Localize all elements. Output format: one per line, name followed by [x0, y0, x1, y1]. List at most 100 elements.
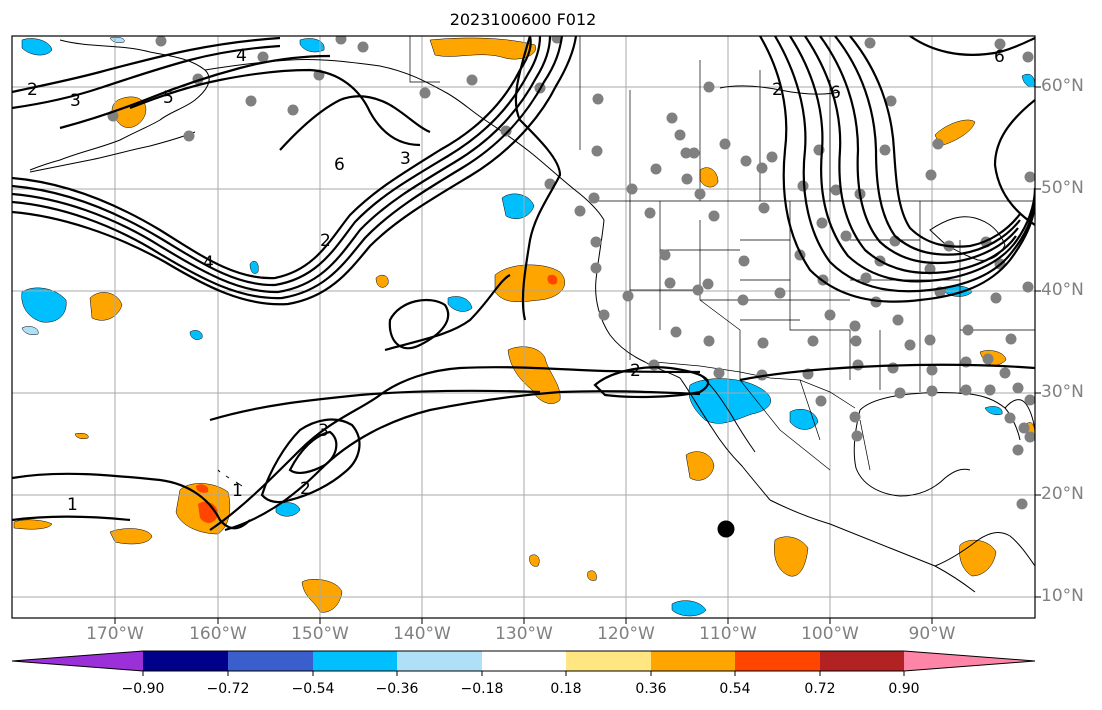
- positive-anomaly-patch: [699, 167, 719, 188]
- contour-line: [59, 54, 331, 130]
- political-borders: [409, 36, 1035, 471]
- contour-line: [12, 44, 281, 110]
- lat-label: 40°N: [1041, 280, 1084, 300]
- lon-label: 140°W: [393, 624, 451, 644]
- contour-line: [834, 36, 1021, 256]
- florida: [1004, 399, 1035, 431]
- contour-line: [759, 36, 1035, 303]
- contour-line: [384, 274, 511, 352]
- lat-label: 60°N: [1041, 76, 1084, 96]
- us-west-coast: [595, 219, 681, 379]
- contour-label: 4: [203, 253, 214, 273]
- lon-label: 170°W: [86, 624, 144, 644]
- contour-line: [789, 36, 1035, 283]
- lat-label: 50°N: [1041, 178, 1084, 198]
- contour-label: 3: [70, 91, 81, 111]
- negative-anomaly-patch: [447, 296, 473, 312]
- contour-label: 4: [236, 46, 247, 66]
- colorbar: [11, 650, 1036, 676]
- contour-label: 2: [320, 231, 331, 251]
- contour-line: [909, 36, 1035, 56]
- axis-ticks: [114, 86, 1041, 624]
- negative-anomaly-patch: [501, 193, 535, 219]
- positive-anomaly-patch: [507, 346, 561, 404]
- positive-anomaly-patch: [375, 274, 389, 288]
- great-lakes: [929, 216, 1006, 261]
- colorbar-segment: [313, 651, 397, 671]
- gulf-coast: [859, 392, 1021, 441]
- negative-anomaly-patch: [789, 409, 819, 430]
- contour-line: [209, 389, 541, 422]
- contour-line: [12, 36, 281, 94]
- contour-label: 6: [334, 155, 345, 175]
- alaska-border: [409, 36, 440, 83]
- contour-line: [12, 36, 578, 306]
- strong-positive-core: [196, 484, 209, 493]
- colorbar-extend-high: [904, 651, 1035, 671]
- lon-label: 100°W: [801, 624, 859, 644]
- contour-line: [12, 36, 552, 294]
- colorbar-segment: [820, 651, 904, 671]
- contour-line: [288, 430, 338, 474]
- contour-line: [819, 36, 1019, 265]
- colorbar-segment: [735, 651, 820, 671]
- lat-label: 10°N: [1041, 586, 1084, 606]
- colorbar-extend-low: [12, 651, 143, 671]
- positive-anomaly-patch: [429, 37, 537, 60]
- colorbar-segment: [482, 651, 566, 671]
- negative-anomaly-patch: [21, 287, 67, 323]
- positive-anomaly-patch: [685, 451, 715, 481]
- negative-anomaly-patch: [275, 502, 301, 517]
- strong-positive-core: [198, 501, 218, 523]
- colorbar-tick-label: 0.90: [888, 681, 920, 697]
- colorbar-tick-label: 0.18: [550, 681, 582, 697]
- contour-line: [804, 36, 1017, 275]
- mexico-west: [769, 499, 976, 593]
- contour-label: 2: [772, 80, 783, 100]
- positive-anomaly-patch: [774, 536, 809, 577]
- colorbar-segment: [397, 651, 482, 671]
- contour-label: 1: [67, 495, 78, 515]
- contour-label: 2: [300, 479, 311, 499]
- contour-line: [12, 515, 131, 522]
- contour-label: 6: [994, 47, 1005, 67]
- contour-line: [12, 36, 564, 300]
- contour-line: [260, 418, 361, 504]
- mexico-states: [739, 379, 871, 471]
- lon-label: 90°W: [908, 624, 956, 644]
- page-title: 2023100600 F012: [449, 10, 597, 29]
- contour-label: 2: [27, 80, 38, 100]
- lat-label: 20°N: [1041, 484, 1084, 504]
- canada-provinces: [579, 36, 831, 201]
- positive-anomaly-patch: [301, 579, 343, 613]
- alaska-south-coast: [204, 58, 605, 221]
- contour-line: [993, 99, 1035, 226]
- contour-line: [129, 68, 421, 147]
- positive-anomaly-patch: [529, 554, 540, 567]
- colorbar-tick-label: 0.72: [804, 681, 836, 697]
- contour-line: [388, 298, 450, 350]
- us-mexico-border: [654, 361, 856, 409]
- state-lines: [629, 201, 1035, 394]
- colorbar-segment: [228, 651, 313, 671]
- hawaii-islands: [217, 469, 243, 487]
- negative-anomaly-patch: [984, 406, 1003, 415]
- positive-anomaly-patch: [934, 119, 976, 147]
- lat-label: 30°N: [1041, 382, 1084, 402]
- negative-anomaly-patch: [1021, 73, 1035, 87]
- colorbar-tick-label: −0.90: [121, 681, 165, 697]
- contour-line: [593, 366, 709, 399]
- contour-label: 3: [318, 421, 329, 441]
- gulf-california: [699, 374, 756, 453]
- colorbar-tick-label: 0.54: [719, 681, 751, 697]
- lon-label: 160°W: [189, 624, 247, 644]
- colorbar-segment: [566, 651, 651, 671]
- strong-positive-core: [547, 274, 558, 285]
- storm-center-marker: [717, 520, 735, 538]
- contour-lines: [12, 36, 1035, 532]
- contour-line: [12, 36, 542, 287]
- yucatan: [853, 409, 971, 497]
- contour-line: [209, 366, 701, 531]
- station-markers: [107, 36, 1035, 510]
- aleutians: [29, 131, 196, 173]
